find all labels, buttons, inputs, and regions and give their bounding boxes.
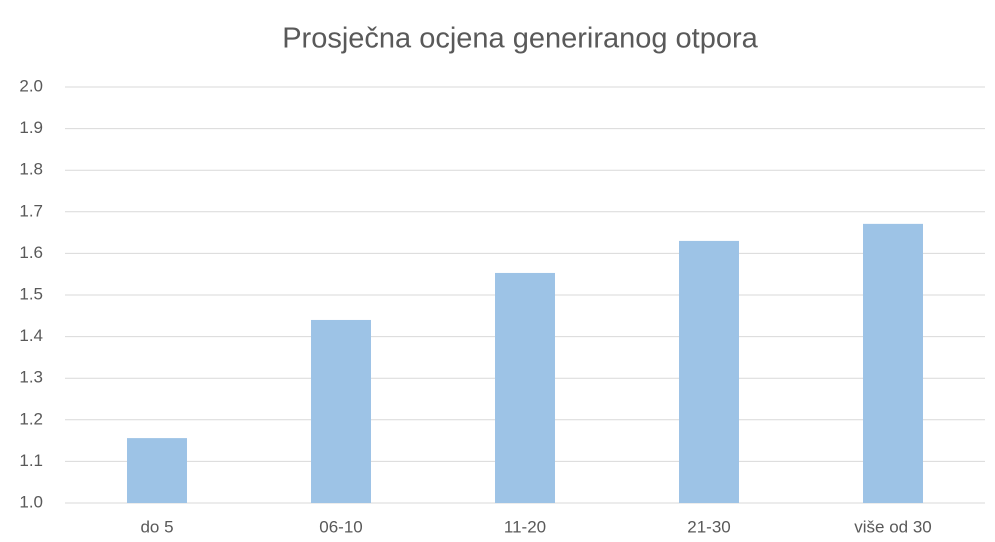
bar xyxy=(495,272,555,503)
y-tick-label: 1.7 xyxy=(19,201,43,220)
y-tick-label: 1.0 xyxy=(19,492,43,511)
y-tick-label: 1.5 xyxy=(19,284,43,303)
x-tick-label: 11-20 xyxy=(504,517,546,536)
bar xyxy=(863,223,923,503)
x-tick-label: 06-10 xyxy=(319,517,362,536)
y-tick-label: 1.8 xyxy=(19,160,43,179)
y-tick-label: 1.3 xyxy=(19,368,43,387)
chart-title: Prosječna ocjena generiranog otpora xyxy=(282,23,758,55)
y-tick-label: 1.1 xyxy=(19,451,43,470)
bar xyxy=(127,438,187,503)
x-tick-label: 21-30 xyxy=(687,517,730,536)
y-tick-label: 1.9 xyxy=(19,118,43,137)
bar xyxy=(679,240,739,504)
y-tick-label: 1.2 xyxy=(19,409,43,428)
bar xyxy=(311,319,371,503)
y-tick-label: 1.4 xyxy=(19,326,43,345)
x-tick-label: do 5 xyxy=(140,517,173,536)
y-tick-label: 2.0 xyxy=(19,76,43,95)
x-tick-label: više od 30 xyxy=(854,517,932,536)
y-tick-label: 1.6 xyxy=(19,243,43,262)
